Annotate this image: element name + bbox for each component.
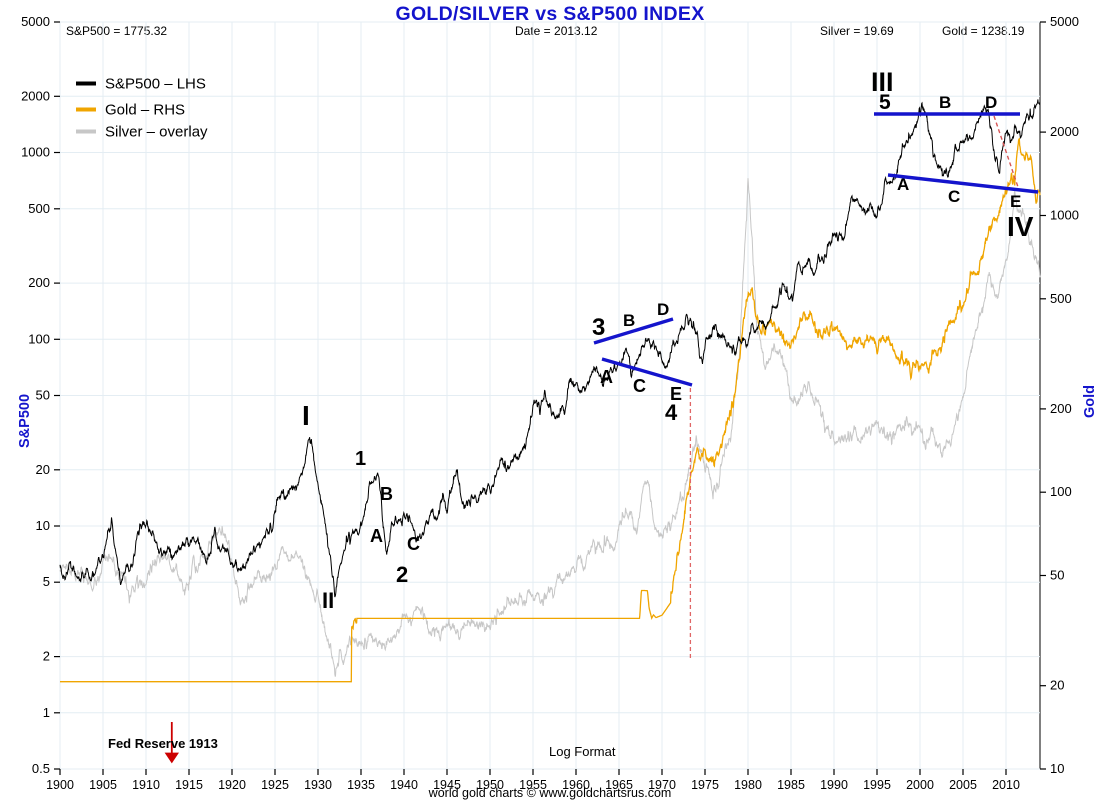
svg-text:1: 1	[43, 705, 50, 720]
svg-text:2000: 2000	[21, 88, 50, 103]
svg-text:3: 3	[592, 314, 605, 341]
svg-text:A: A	[600, 367, 613, 387]
svg-text:100: 100	[28, 331, 50, 346]
svg-text:50: 50	[36, 388, 50, 403]
svg-text:20: 20	[1050, 678, 1064, 693]
svg-text:B: B	[623, 311, 635, 330]
svg-text:D: D	[985, 93, 997, 112]
svg-text:Gold – RHS: Gold – RHS	[105, 102, 185, 119]
svg-text:1: 1	[355, 448, 366, 470]
svg-text:C: C	[948, 187, 960, 206]
svg-text:E: E	[1010, 192, 1021, 211]
svg-text:2000: 2000	[1050, 124, 1079, 139]
svg-text:C: C	[407, 534, 420, 554]
svg-text:5: 5	[43, 574, 50, 589]
svg-text:50: 50	[1050, 568, 1064, 583]
svg-text:B: B	[939, 93, 951, 112]
svg-text:1000: 1000	[1050, 208, 1079, 223]
svg-text:IV: IV	[1007, 211, 1034, 242]
svg-text:10: 10	[1050, 761, 1064, 776]
svg-text:S&P500 – LHS: S&P500 – LHS	[105, 76, 206, 93]
svg-text:200: 200	[28, 275, 50, 290]
svg-text:C: C	[633, 376, 646, 396]
svg-text:A: A	[370, 526, 383, 546]
svg-text:100: 100	[1050, 484, 1072, 499]
svg-text:500: 500	[1050, 291, 1072, 306]
svg-text:0.5: 0.5	[32, 761, 50, 776]
svg-text:500: 500	[28, 201, 50, 216]
svg-text:D: D	[657, 300, 669, 319]
svg-text:5000: 5000	[21, 14, 50, 29]
svg-text:10: 10	[36, 518, 50, 533]
svg-text:200: 200	[1050, 401, 1072, 416]
svg-text:1000: 1000	[21, 145, 50, 160]
svg-text:2: 2	[43, 649, 50, 664]
svg-text:5: 5	[879, 91, 891, 114]
svg-text:I: I	[302, 400, 310, 431]
svg-text:Silver – overlay: Silver – overlay	[105, 124, 208, 141]
svg-text:B: B	[380, 484, 393, 504]
svg-text:2: 2	[396, 562, 408, 587]
svg-text:II: II	[322, 588, 334, 613]
svg-text:4: 4	[665, 400, 678, 425]
svg-text:20: 20	[36, 462, 50, 477]
svg-text:5000: 5000	[1050, 14, 1079, 29]
